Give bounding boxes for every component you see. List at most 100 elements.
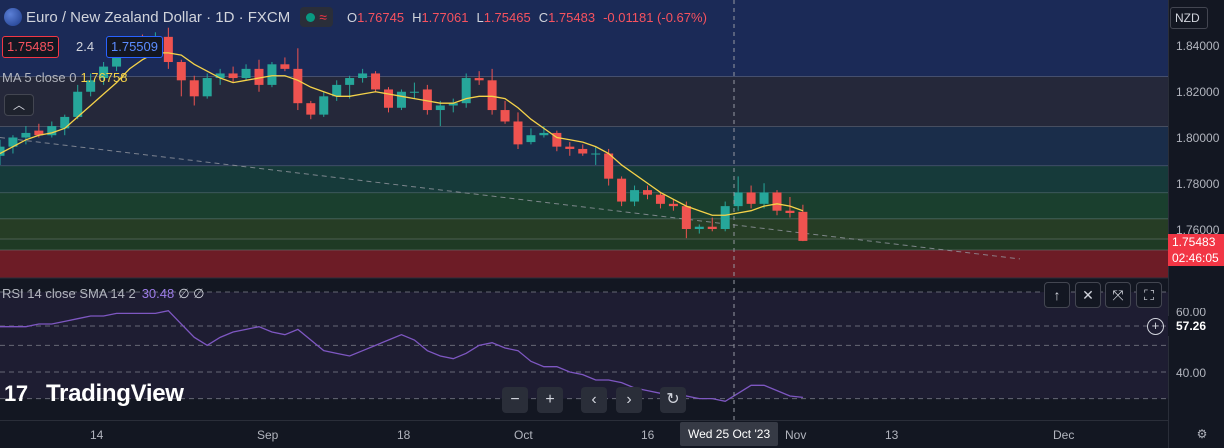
moving-average-line (0, 52, 804, 216)
candle-body (319, 96, 329, 115)
open-key: O (346, 9, 358, 25)
rsi-crosshair-value: 57.26 (1168, 316, 1224, 336)
candle-body (746, 192, 756, 204)
candle-body (99, 66, 109, 79)
ohlc-values: O1.76745 H1.77061 L1.75465 C1.75483 -0.0… (347, 10, 707, 25)
candle-body (655, 194, 665, 204)
sell-button[interactable]: 1.75485 (2, 36, 59, 58)
candle-body (409, 91, 419, 93)
ma-indicator-legend[interactable]: MA 5 close 0 1.76758 (2, 70, 127, 85)
settings-gear-icon[interactable]: ⚙ (1196, 427, 1208, 441)
candle-body (772, 192, 782, 211)
bar-countdown-label: 02:46:05 (1168, 250, 1224, 266)
candle-body (34, 130, 44, 136)
price-tick: 1.84000 (1176, 39, 1220, 53)
rsi-tick: 40.00 (1176, 366, 1207, 380)
candle-body (254, 68, 264, 85)
close-pane-button[interactable]: ✕ (1075, 282, 1101, 308)
candle-body (448, 103, 458, 106)
time-tick: Dec (1053, 428, 1075, 442)
candle-body (630, 190, 640, 202)
low-value: 1.75465 (483, 9, 531, 25)
arrow-up-icon: ↑ (1053, 287, 1061, 303)
candle-body (578, 148, 588, 154)
candle-body (694, 226, 704, 229)
candle-body (617, 178, 627, 202)
time-axis[interactable] (0, 420, 1168, 448)
candle-body (435, 105, 445, 111)
candle-body (60, 116, 70, 129)
market-status[interactable]: ≈ (300, 7, 333, 27)
add-plus-icon[interactable]: + (1147, 318, 1164, 335)
rsi-label: RSI 14 close SMA 14 2 (2, 286, 136, 301)
candle-body (681, 206, 691, 229)
time-tick: 18 (397, 428, 411, 442)
eur-nzd-flag-icon (4, 8, 22, 26)
maximize-pane-button[interactable]: ⛶ (1136, 282, 1162, 308)
price-axis[interactable] (1168, 0, 1224, 448)
zoom-out-button[interactable]: − (502, 387, 528, 413)
scroll-right-button[interactable]: › (616, 387, 642, 413)
candle-body (163, 36, 173, 63)
high-value: 1.77061 (421, 9, 469, 25)
candle-body (345, 78, 355, 85)
candle-body (189, 80, 199, 97)
candle-body (86, 80, 96, 92)
candle-body (0, 146, 5, 156)
rsi-indicator-legend[interactable]: RSI 14 close SMA 14 2 30.48 ∅ ∅ (2, 286, 205, 302)
fibonacci-retracement-bands[interactable] (0, 0, 1168, 278)
candle-body (539, 132, 549, 136)
price-tick: 1.82000 (1176, 85, 1220, 99)
buy-button[interactable]: 1.75509 (106, 36, 163, 58)
candle-body (396, 91, 406, 108)
candle-body (73, 91, 83, 117)
time-tick: 13 (885, 428, 899, 442)
reset-chart-button[interactable]: ↻ (660, 387, 686, 413)
candle-body (785, 210, 795, 213)
fib-band (0, 239, 1168, 251)
collapse-pane-button[interactable]: ⤧ (1105, 282, 1131, 308)
candle-body (487, 80, 497, 111)
move-pane-up-button[interactable]: ↑ (1044, 282, 1070, 308)
chevron-up-icon: ︿ (12, 98, 25, 112)
fib-band (0, 193, 1168, 220)
trend-line[interactable] (0, 137, 1021, 260)
collapse-legend-button[interactable]: ︿ (4, 94, 34, 116)
tradingview-logo[interactable]: 17 TradingView (4, 380, 184, 408)
fib-band (0, 166, 1168, 194)
candle-body (384, 89, 393, 108)
market-open-dot-icon (306, 12, 316, 22)
low-key: L (476, 9, 484, 25)
candle-body (759, 192, 769, 204)
candle-body (720, 206, 730, 229)
current-price-label: 1.75483 (1168, 234, 1224, 250)
candle-body (215, 73, 225, 79)
candle-body (47, 126, 57, 136)
spread-value: 2.4 (76, 39, 95, 54)
time-tick: 16 (641, 428, 655, 442)
candle-body (241, 68, 251, 79)
symbol-title[interactable]: Euro / New Zealand Dollar · 1D · FXCM (26, 8, 291, 26)
change-value: -0.01181 (-0.67%) (603, 9, 707, 25)
candle-body (228, 73, 238, 79)
candle-body (591, 153, 601, 155)
zoom-in-button[interactable]: + (537, 387, 563, 413)
ma-value: 1.76758 (80, 70, 128, 85)
candle-body (112, 50, 122, 67)
close-value: 1.75483 (548, 9, 596, 25)
candle-body (500, 110, 510, 122)
candle-body (176, 62, 186, 81)
candle-body (21, 132, 31, 138)
time-tick: Sep (257, 428, 279, 442)
high-key: H (412, 9, 422, 25)
chart-canvas[interactable] (0, 0, 1168, 420)
open-value: 1.76745 (357, 9, 405, 25)
currency-selector[interactable]: NZD (1170, 7, 1208, 29)
candle-body (8, 137, 18, 147)
fib-band (0, 219, 1168, 240)
candle-body (358, 73, 368, 79)
scroll-left-button[interactable]: ‹ (581, 387, 607, 413)
candle-body (332, 84, 342, 97)
candle-body (552, 132, 562, 147)
candle-body (280, 64, 290, 69)
